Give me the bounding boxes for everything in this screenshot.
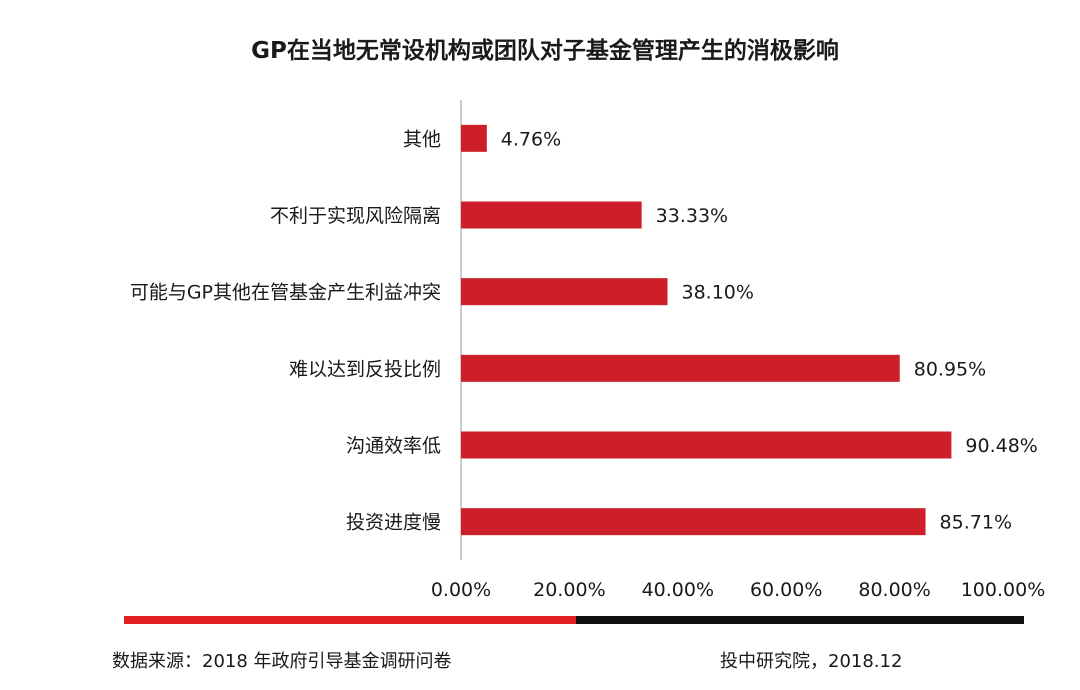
value-label-0: 4.76%: [501, 128, 561, 150]
value-label-5: 85.71%: [940, 512, 1012, 534]
value-labels: 4.76% 33.33% 38.10% 80.95% 90.48% 85.71%: [501, 128, 1038, 533]
category-label-3: 难以达到反投比例: [289, 358, 441, 380]
footer-divider-red: [124, 616, 576, 624]
value-label-1: 33.33%: [656, 205, 728, 227]
bar-1: [461, 201, 642, 229]
x-tick-label-2: 40.00%: [642, 579, 714, 601]
footer-divider-black: [576, 616, 1024, 624]
category-label-5: 投资进度慢: [346, 512, 441, 534]
category-label-2: 可能与GP其他在管基金产生利益冲突: [130, 282, 441, 304]
x-tick-label-3: 60.00%: [750, 579, 822, 601]
bar-5: [461, 508, 926, 536]
bar-3: [461, 354, 900, 382]
x-tick-label-1: 20.00%: [533, 579, 605, 601]
category-label-4: 沟通效率低: [346, 435, 441, 457]
footer-source: 数据来源：2018 年政府引导基金调研问卷: [112, 651, 452, 672]
value-label-4: 90.48%: [965, 435, 1037, 457]
category-labels: 其他不利于实现风险隔离可能与GP其他在管基金产生利益冲突难以达到反投比例沟通效率…: [130, 128, 441, 533]
x-axis-tick-labels: 0.00% 20.00% 40.00% 60.00% 80.00% 100.00%: [431, 579, 1045, 601]
category-label-0: 其他: [403, 128, 441, 150]
bar-0: [461, 124, 487, 152]
value-label-3: 80.95%: [914, 358, 986, 380]
x-tick-label-5: 100.00%: [961, 579, 1046, 601]
x-tick-label-4: 80.00%: [858, 579, 930, 601]
category-label-1: 不利于实现风险隔离: [270, 205, 441, 227]
x-tick-label-0: 0.00%: [431, 579, 491, 601]
footer-credit: 投中研究院，2018.12: [720, 651, 902, 672]
value-label-2: 38.10%: [682, 282, 754, 304]
bar-4: [461, 431, 952, 459]
chart-title: GP在当地无常设机构或团队对子基金管理产生的消极影响: [251, 37, 839, 64]
bars-layer: [461, 124, 952, 536]
bar-2: [461, 278, 668, 306]
